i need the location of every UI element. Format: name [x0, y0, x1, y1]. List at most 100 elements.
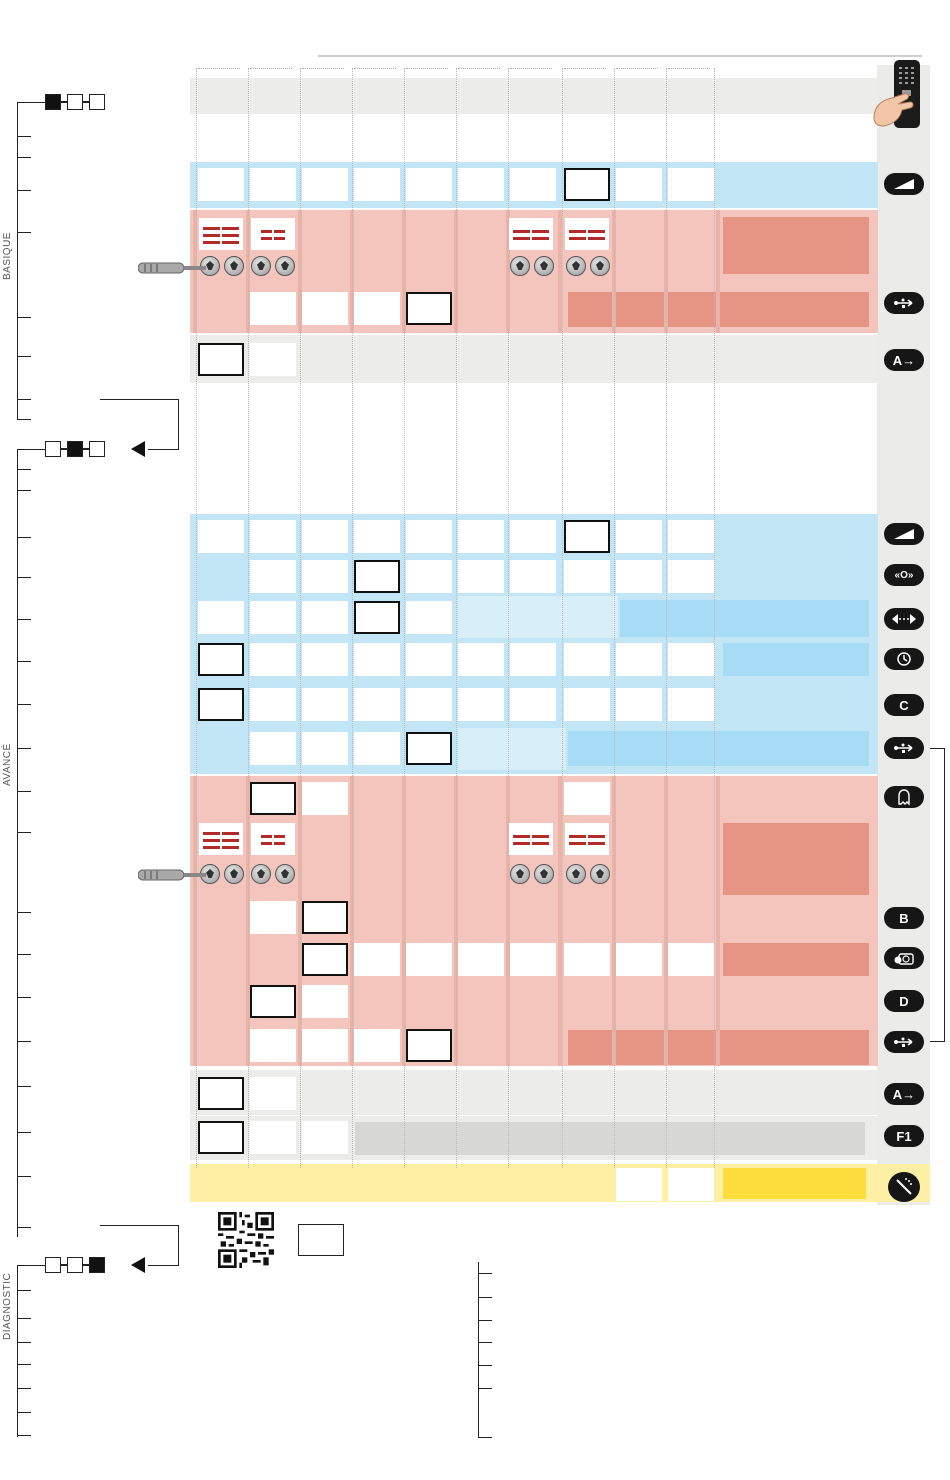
value-cell[interactable]	[250, 901, 296, 934]
value-cell[interactable]	[302, 782, 348, 815]
value-cell[interactable]	[354, 643, 400, 676]
value-cell[interactable]	[250, 601, 296, 634]
selected-value-cell[interactable]	[198, 643, 244, 676]
value-cell[interactable]	[406, 601, 452, 634]
value-cell[interactable]	[250, 168, 296, 201]
value-cell[interactable]	[354, 292, 400, 325]
value-cell[interactable]	[668, 643, 714, 676]
value-cell[interactable]	[458, 560, 504, 593]
value-cell[interactable]	[406, 560, 452, 593]
contrast-icon[interactable]	[884, 523, 924, 545]
value-cell[interactable]	[354, 732, 400, 765]
adjustment-potentiometer[interactable]	[534, 864, 554, 884]
value-cell[interactable]	[250, 1029, 296, 1062]
value-cell[interactable]	[250, 1077, 296, 1110]
value-cell[interactable]	[302, 601, 348, 634]
value-cell[interactable]	[302, 985, 348, 1018]
ghost-icon[interactable]	[884, 786, 924, 808]
value-cell[interactable]	[250, 732, 296, 765]
adjustment-potentiometer[interactable]	[251, 256, 271, 276]
adjustment-potentiometer[interactable]	[510, 864, 530, 884]
value-cell[interactable]	[564, 943, 610, 976]
selected-value-cell[interactable]	[354, 560, 400, 593]
selected-value-cell[interactable]	[406, 1029, 452, 1062]
mode-a-icon[interactable]: A→	[884, 1083, 924, 1105]
adjustment-potentiometer[interactable]	[275, 864, 295, 884]
reset-icon[interactable]	[888, 1172, 920, 1202]
value-cell[interactable]	[510, 643, 556, 676]
adjustment-potentiometer[interactable]	[590, 864, 610, 884]
adjustment-potentiometer[interactable]	[275, 256, 295, 276]
value-cell[interactable]	[458, 520, 504, 553]
value-cell[interactable]	[510, 168, 556, 201]
value-cell[interactable]	[250, 688, 296, 721]
value-cell[interactable]	[564, 643, 610, 676]
value-cell[interactable]	[406, 643, 452, 676]
value-cell[interactable]	[250, 520, 296, 553]
value-cell[interactable]	[302, 732, 348, 765]
usb-icon[interactable]	[884, 292, 924, 314]
value-cell[interactable]	[510, 688, 556, 721]
value-cell[interactable]	[354, 168, 400, 201]
value-cell[interactable]	[406, 943, 452, 976]
adjustment-potentiometer[interactable]	[566, 256, 586, 276]
contrast-icon[interactable]	[884, 173, 924, 195]
usb-icon[interactable]	[884, 1031, 924, 1053]
mode-b-icon[interactable]: B	[884, 907, 924, 929]
value-cell[interactable]	[354, 520, 400, 553]
move-icon[interactable]: «O»	[884, 564, 924, 586]
clock-icon[interactable]	[884, 648, 924, 670]
value-cell[interactable]	[198, 520, 244, 553]
value-cell[interactable]	[616, 943, 662, 976]
value-cell[interactable]	[510, 520, 556, 553]
value-cell[interactable]	[302, 292, 348, 325]
mode-selector-advanced[interactable]	[45, 441, 105, 457]
value-cell[interactable]	[510, 943, 556, 976]
adjustment-potentiometer[interactable]	[224, 864, 244, 884]
value-cell[interactable]	[250, 643, 296, 676]
value-cell[interactable]	[668, 560, 714, 593]
usb-icon[interactable]	[884, 737, 924, 759]
mode-selector-diagnostic[interactable]	[45, 1257, 105, 1273]
camera-timer-icon[interactable]	[884, 947, 924, 969]
value-cell[interactable]	[616, 643, 662, 676]
value-cell[interactable]	[616, 520, 662, 553]
value-cell[interactable]	[354, 943, 400, 976]
value-cell[interactable]	[302, 1121, 348, 1154]
value-cell[interactable]	[198, 168, 244, 201]
value-cell[interactable]	[564, 782, 610, 815]
value-cell[interactable]	[302, 643, 348, 676]
value-cell[interactable]	[406, 688, 452, 721]
selected-value-cell[interactable]	[250, 782, 296, 815]
selected-value-cell[interactable]	[564, 168, 610, 201]
value-cell[interactable]	[250, 1121, 296, 1154]
value-cell[interactable]	[302, 688, 348, 721]
value-cell[interactable]	[302, 168, 348, 201]
selected-value-cell[interactable]	[198, 343, 244, 376]
selected-value-cell[interactable]	[302, 901, 348, 934]
selected-value-cell[interactable]	[406, 292, 452, 325]
adjustment-potentiometer[interactable]	[251, 864, 271, 884]
value-cell[interactable]	[354, 688, 400, 721]
value-cell[interactable]	[616, 1168, 662, 1201]
selected-value-cell[interactable]	[564, 520, 610, 553]
value-cell[interactable]	[458, 688, 504, 721]
value-cell[interactable]	[250, 292, 296, 325]
value-cell[interactable]	[458, 943, 504, 976]
value-cell[interactable]	[302, 520, 348, 553]
value-cell[interactable]	[510, 560, 556, 593]
value-cell[interactable]	[198, 601, 244, 634]
mode-d-icon[interactable]: D	[884, 990, 924, 1012]
value-cell[interactable]	[302, 1029, 348, 1062]
f1-icon[interactable]: F1	[884, 1125, 924, 1147]
adjustment-potentiometer[interactable]	[566, 864, 586, 884]
adjustment-potentiometer[interactable]	[590, 256, 610, 276]
value-cell[interactable]	[302, 560, 348, 593]
value-cell[interactable]	[668, 520, 714, 553]
selected-value-cell[interactable]	[198, 1121, 244, 1154]
adjustment-potentiometer[interactable]	[224, 256, 244, 276]
value-cell[interactable]	[354, 1029, 400, 1062]
mode-selector-basic[interactable]	[45, 94, 105, 110]
value-cell[interactable]	[564, 688, 610, 721]
selected-value-cell[interactable]	[406, 732, 452, 765]
